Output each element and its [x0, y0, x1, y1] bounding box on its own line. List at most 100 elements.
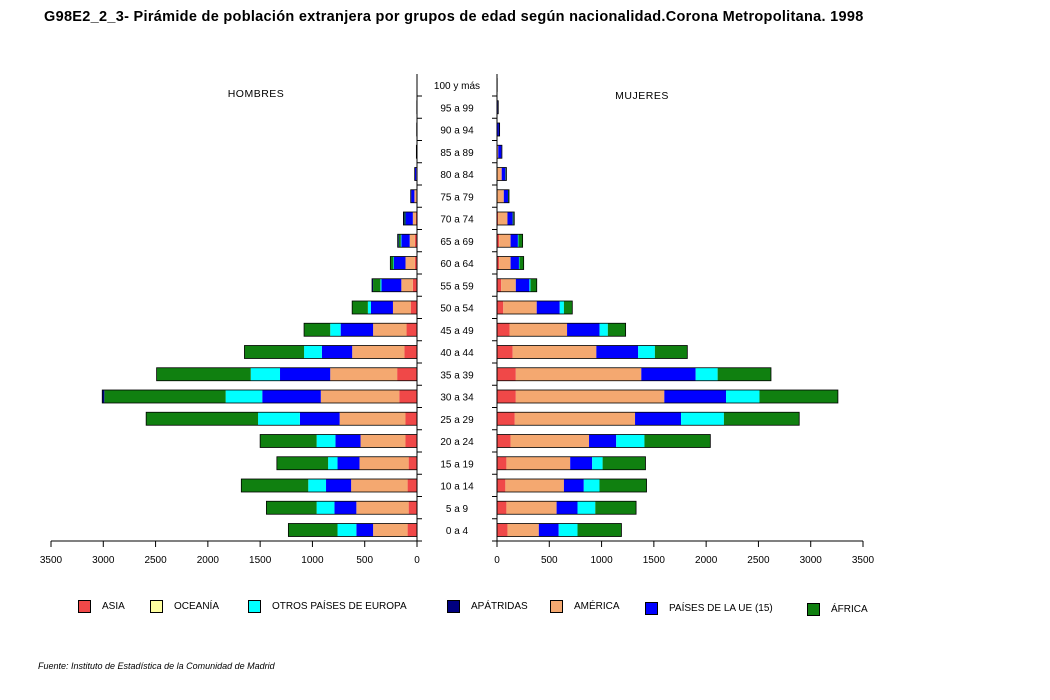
bar-hombres — [380, 278, 382, 292]
age-group-label: 30 a 34 — [440, 393, 474, 404]
bar-hombres — [337, 456, 360, 470]
bar-hombres — [244, 345, 305, 359]
bar-hombres — [316, 434, 336, 448]
bar-hombres — [276, 456, 329, 470]
bar-mujeres — [507, 212, 513, 225]
right-panel-label: MUJERES — [615, 90, 669, 102]
bar-mujeres — [599, 479, 647, 492]
bar-hombres — [397, 367, 417, 381]
bar-hombres — [414, 256, 417, 270]
right-tick-label: 3500 — [852, 555, 875, 566]
bar-mujeres — [498, 212, 508, 225]
bar-mujeres — [503, 189, 508, 203]
bar-hombres — [409, 234, 415, 248]
bar-mujeres — [538, 523, 559, 537]
bar-hombres — [408, 456, 417, 470]
age-group-label: 75 a 79 — [440, 192, 474, 203]
age-group-label: 0 a 4 — [446, 526, 469, 537]
age-group-label: 10 a 14 — [440, 482, 474, 493]
bar-hombres — [304, 323, 331, 337]
bar-hombres — [337, 523, 357, 537]
bar-hombres — [381, 278, 402, 292]
bar-mujeres — [559, 301, 564, 314]
bar-hombres — [392, 301, 411, 314]
age-group-label: 20 a 24 — [440, 437, 474, 448]
age-group-label: 95 a 99 — [440, 103, 474, 114]
bar-mujeres — [517, 234, 519, 248]
bar-mujeres — [515, 278, 530, 292]
bar-hombres — [340, 323, 374, 337]
bar-hombres — [401, 278, 413, 292]
legend-label: PAÍSES DE LA UE (15) — [669, 602, 773, 614]
bar-hombres — [370, 301, 393, 314]
bar-mujeres — [510, 234, 518, 248]
bar-mujeres — [635, 412, 682, 426]
right-tick-label: 1000 — [590, 555, 613, 566]
bar-mujeres — [602, 456, 646, 470]
bar-hombres — [412, 212, 416, 225]
bar-mujeres — [681, 412, 724, 426]
legend-swatch — [807, 602, 820, 616]
right-tick-label: 2000 — [695, 555, 718, 566]
bar-mujeres — [497, 123, 499, 136]
bar-hombres — [334, 501, 357, 515]
right-tick-label: 1500 — [643, 555, 666, 566]
bar-hombres — [399, 390, 417, 403]
bar-mujeres — [497, 367, 516, 381]
age-group-label: 65 a 69 — [440, 237, 474, 248]
bar-hombres — [408, 501, 417, 515]
bar-hombres — [304, 345, 322, 359]
age-group-label: 50 a 54 — [440, 304, 474, 315]
bar-mujeres — [506, 456, 571, 470]
bar-hombres — [415, 212, 417, 225]
age-group-label: 90 a 94 — [440, 126, 474, 137]
bar-hombres — [405, 212, 413, 225]
left-tick-label: 3000 — [92, 555, 115, 566]
bar-mujeres — [530, 278, 537, 292]
bar-hombres — [352, 345, 405, 359]
bar-hombres — [414, 167, 417, 181]
bar-mujeres — [501, 278, 516, 292]
bar-mujeres — [570, 456, 593, 470]
legend-item: ÁFRICA — [807, 601, 868, 617]
bar-hombres — [308, 479, 327, 492]
legend-item: OTROS PAÍSES DE EUROPA — [248, 598, 407, 614]
bar-mujeres — [641, 367, 696, 381]
legend-swatch — [150, 599, 163, 613]
bar-hombres — [356, 501, 409, 515]
bar-mujeres — [509, 323, 568, 337]
bar-hombres — [352, 301, 368, 314]
bar-mujeres — [497, 167, 502, 181]
legend-label: ÁFRICA — [831, 603, 868, 615]
bar-mujeres — [498, 145, 502, 159]
bar-mujeres — [518, 256, 520, 270]
bar-hombres — [393, 256, 394, 270]
legend-label: OTROS PAÍSES DE EUROPA — [272, 600, 407, 612]
bar-mujeres — [497, 434, 511, 448]
left-tick-label: 1000 — [301, 555, 324, 566]
bar-mujeres — [563, 301, 573, 314]
bar-hombres — [372, 278, 374, 292]
bar-mujeres — [497, 256, 500, 270]
age-group-label: 40 a 44 — [440, 348, 474, 359]
bar-mujeres — [536, 301, 560, 314]
bar-mujeres — [510, 434, 590, 448]
legend-label: OCEANÍA — [174, 600, 220, 612]
left-tick-label: 2500 — [144, 555, 167, 566]
bar-hombres — [397, 234, 399, 248]
bar-hombres — [339, 412, 406, 426]
bar-mujeres — [583, 479, 600, 492]
bar-hombres — [225, 390, 263, 403]
legend-item: APÁTRIDAS — [447, 598, 528, 614]
left-tick-label: 0 — [414, 555, 420, 566]
bar-hombres — [330, 367, 398, 381]
bar-hombres — [373, 278, 381, 292]
bar-mujeres — [607, 323, 626, 337]
bar-hombres — [400, 234, 402, 248]
bar-hombres — [330, 323, 341, 337]
legend-label: APÁTRIDAS — [471, 600, 528, 612]
bar-hombres — [414, 189, 417, 203]
bar-hombres — [320, 390, 400, 403]
bar-mujeres — [563, 479, 584, 492]
